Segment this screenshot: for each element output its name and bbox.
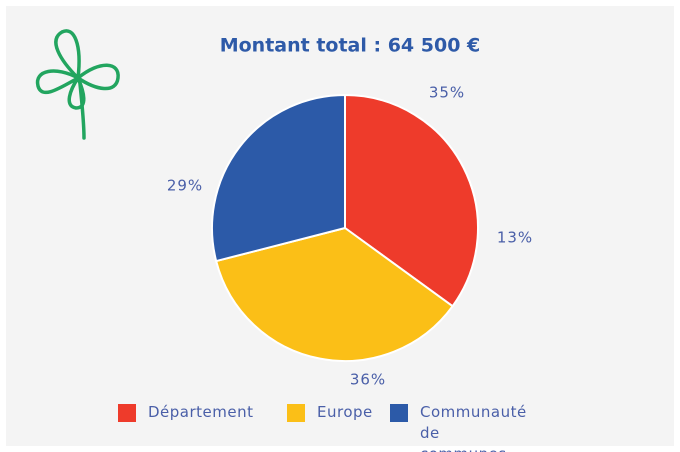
pie-slice [211, 93, 346, 263]
pie-slice [344, 93, 479, 308]
data-label: 35% [429, 84, 465, 102]
legend-swatch [287, 404, 305, 422]
legend-swatch [390, 404, 408, 422]
legend-label: Département [148, 403, 254, 421]
legend-item: Communauté de communes [390, 402, 530, 452]
legend-item: Europe [287, 402, 387, 423]
legend-swatch [118, 404, 136, 422]
pie-slice [214, 226, 454, 362]
data-label: 36% [350, 371, 386, 389]
legend-label: Communauté de communes [420, 403, 527, 452]
legend-label: Europe [317, 403, 373, 421]
legend: Département Europe Communauté de communes [118, 402, 678, 452]
clover-icon [35, 29, 120, 140]
annotation: 13% [497, 229, 533, 247]
data-label: 29% [167, 177, 203, 195]
chart-title: Montant total : 64 500 € [220, 35, 481, 57]
legend-item: Département [118, 402, 278, 423]
